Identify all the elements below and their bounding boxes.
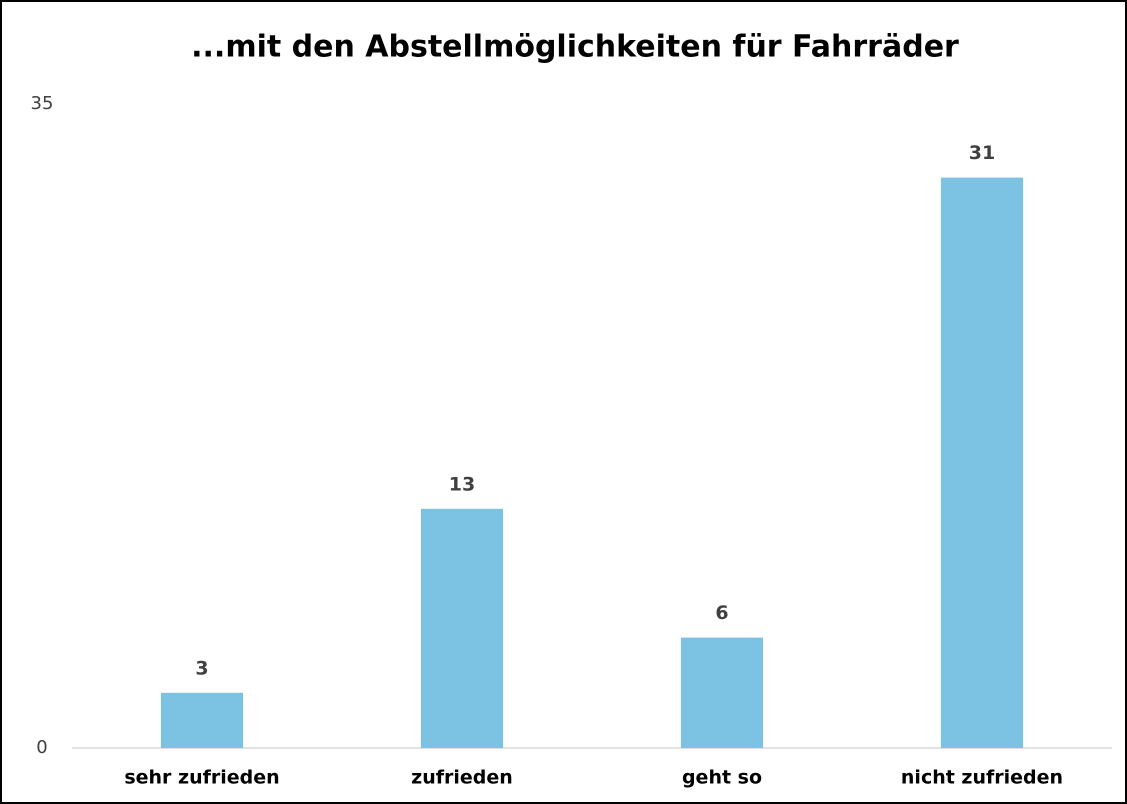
bar — [420, 508, 504, 748]
data-label: 6 — [715, 602, 728, 624]
data-label: 13 — [449, 473, 475, 495]
bar — [680, 637, 764, 748]
x-tick-label: zufrieden — [411, 767, 513, 789]
x-tick-label: sehr zufrieden — [124, 767, 279, 789]
data-label: 31 — [969, 142, 995, 164]
x-tick-label: geht so — [682, 767, 762, 789]
y-tick-label: 0 — [36, 737, 47, 758]
chart-title: ...mit den Abstellmöglichkeiten für Fahr… — [191, 30, 959, 65]
y-tick-label: 35 — [31, 93, 54, 114]
x-tick-label: nicht zufrieden — [901, 767, 1063, 789]
data-label: 3 — [195, 657, 208, 679]
bar — [160, 692, 244, 748]
bar — [940, 177, 1024, 749]
